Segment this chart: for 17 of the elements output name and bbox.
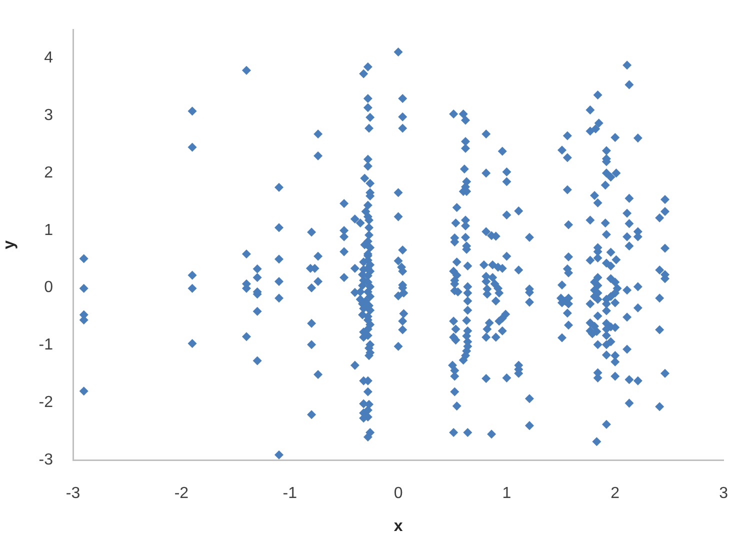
y-tick-label: -2 (38, 394, 54, 412)
x-axis-title: x (394, 518, 403, 535)
x-tick-label: -3 (66, 485, 80, 502)
y-tick-label: 1 (44, 222, 54, 239)
y-tick-label: 2 (44, 164, 54, 182)
x-tick-label: 2 (610, 485, 620, 502)
x-tick-label: 1 (502, 485, 512, 502)
x-tick-label: 3 (719, 485, 728, 502)
y-tick-label: -1 (38, 336, 54, 354)
x-tick-label: -1 (282, 485, 298, 502)
y-tick-label: 3 (44, 107, 54, 124)
y-tick-label: 4 (44, 50, 54, 67)
y-axis-title: y (1, 240, 18, 250)
x-tick-label: -2 (174, 485, 189, 502)
x-tick-label: 0 (394, 485, 403, 502)
y-tick-label: -3 (38, 451, 54, 468)
y-tick-label: 0 (44, 279, 54, 296)
